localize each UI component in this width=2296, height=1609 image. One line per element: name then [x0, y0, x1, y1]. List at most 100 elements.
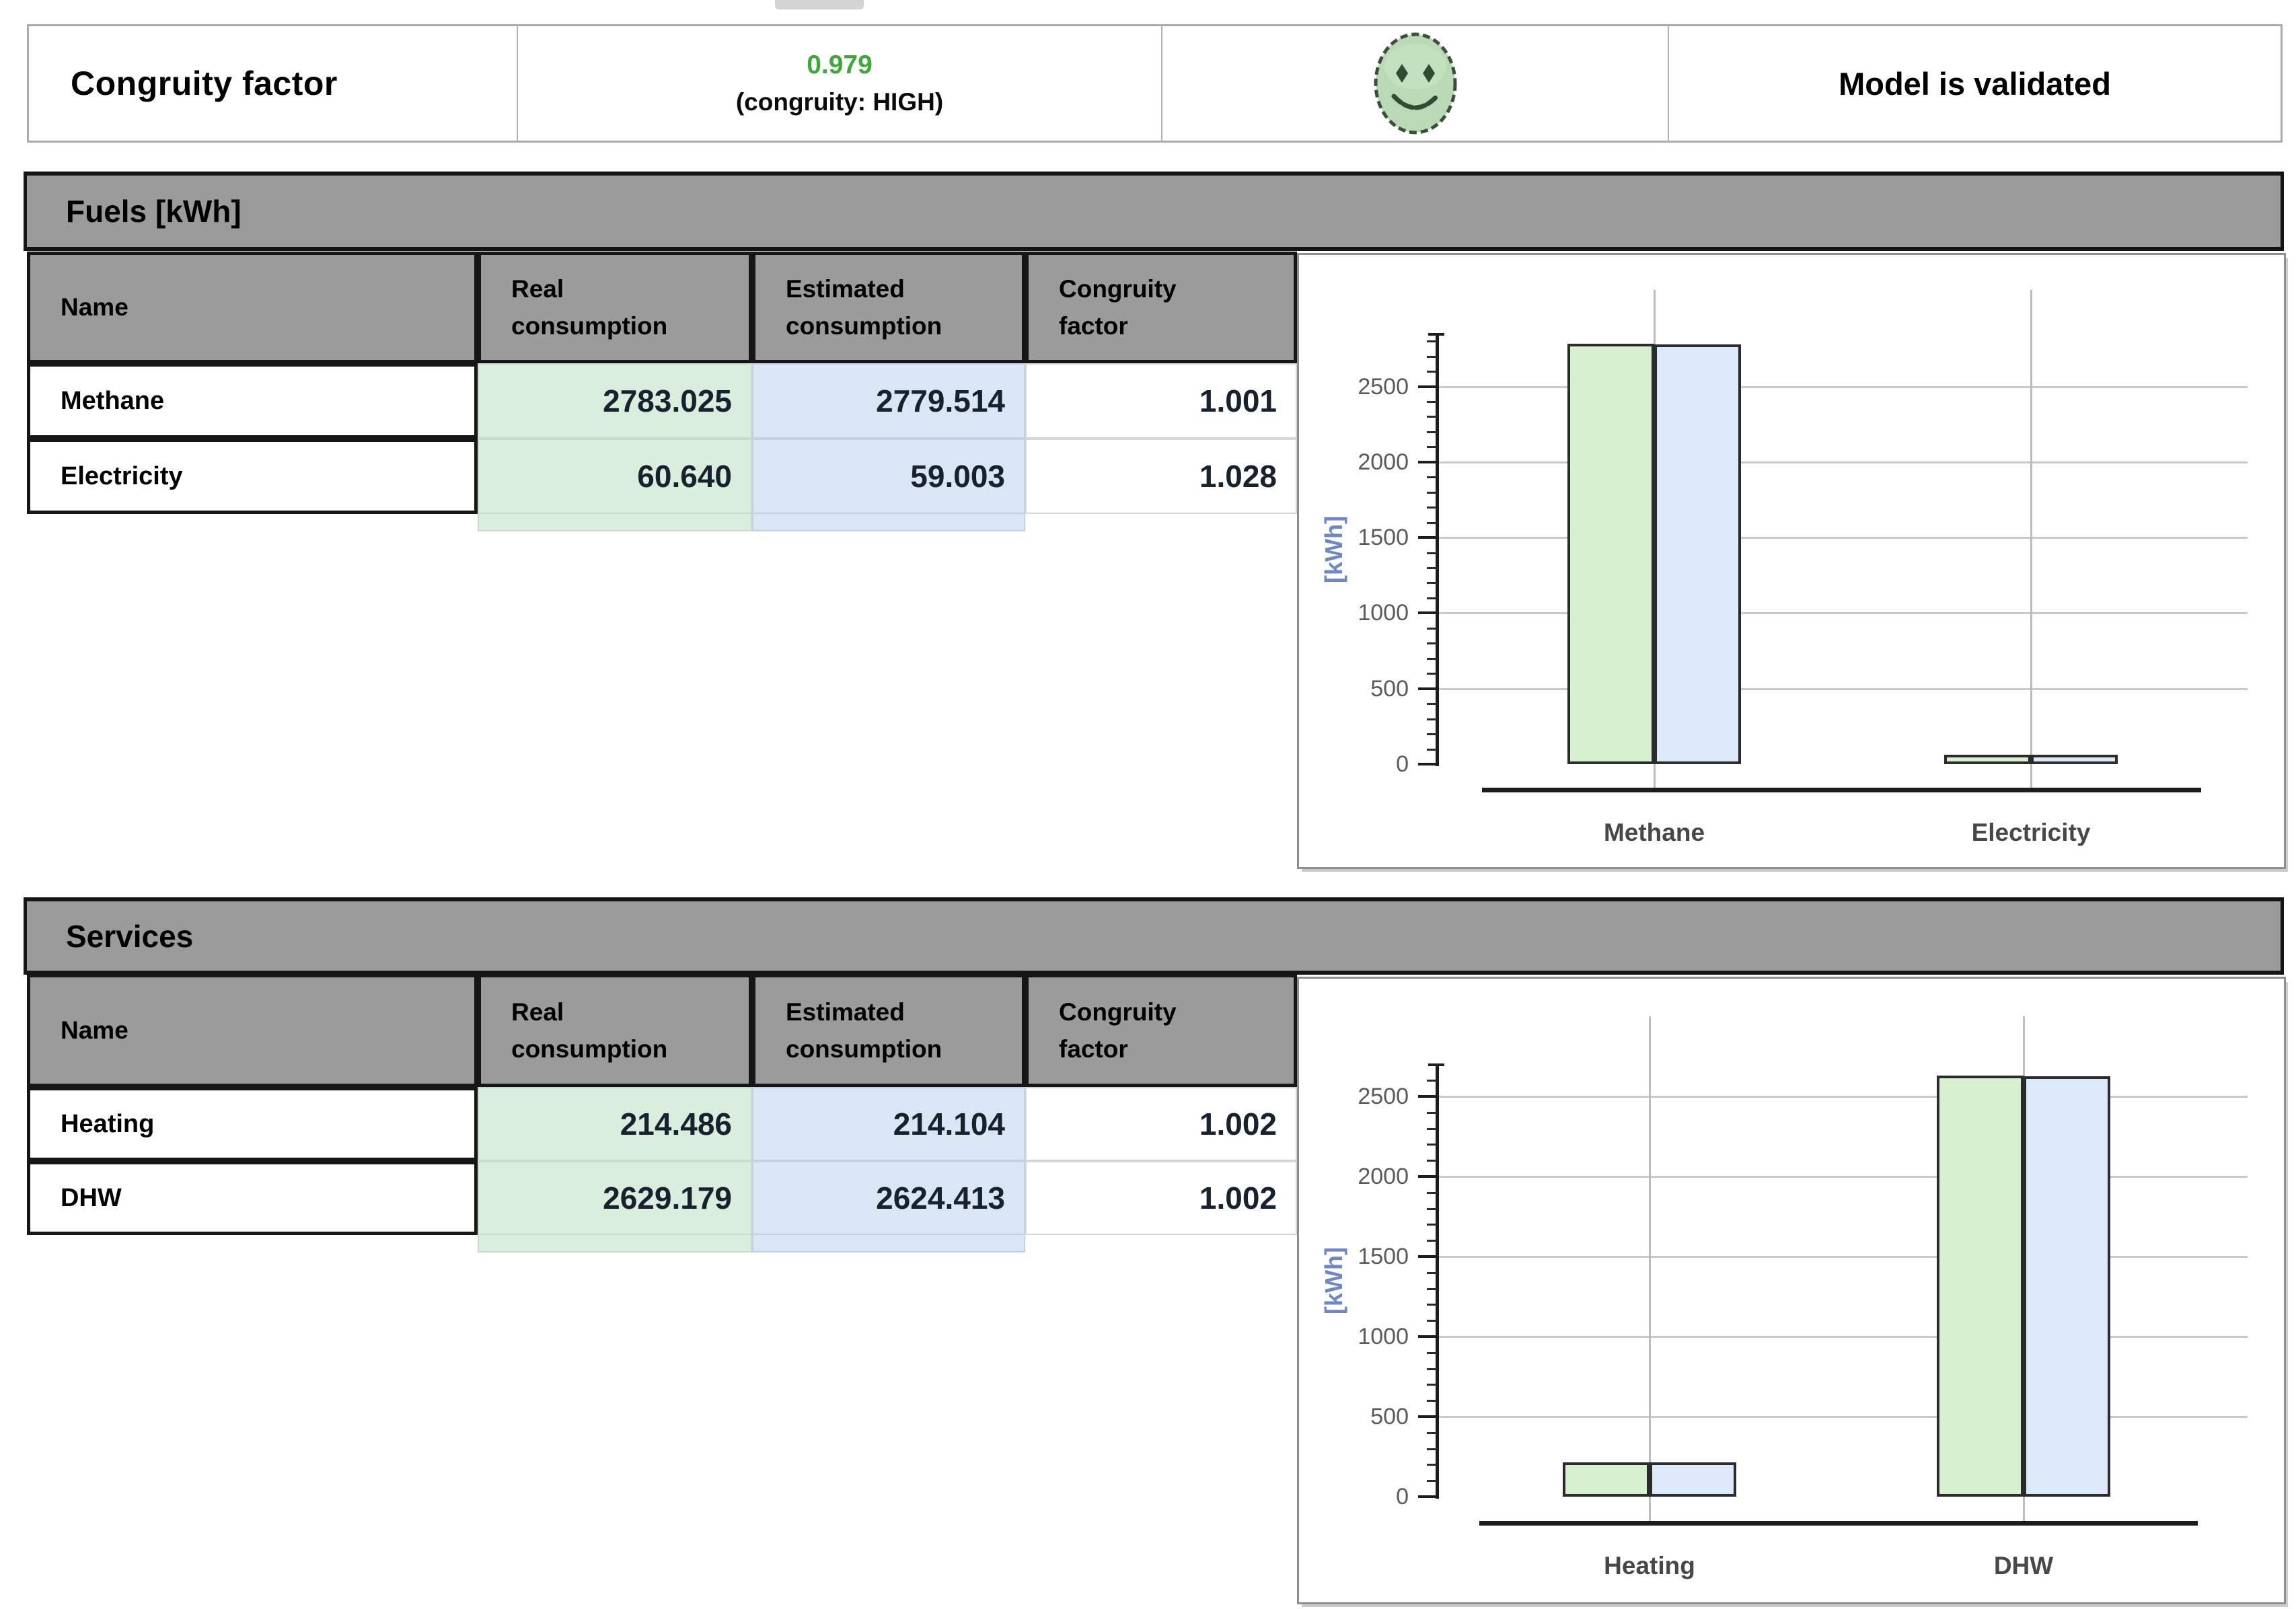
- fuels-row-electricity-factor[interactable]: 1.028: [1025, 439, 1297, 514]
- services-row-dhw-name[interactable]: DHW: [27, 1161, 478, 1235]
- services-row-heating-name[interactable]: Heating: [27, 1087, 478, 1161]
- y-minor-tick: [1427, 1271, 1437, 1274]
- y-minor-tick: [1427, 1480, 1437, 1483]
- services-row-dhw-factor[interactable]: 1.002: [1025, 1161, 1297, 1235]
- congruity-factor-value-cell: 0.979 (congruity: HIGH): [517, 26, 1161, 141]
- y-major-tick-0: [1418, 763, 1437, 765]
- x-axis-line: [1482, 788, 2201, 792]
- y-minor-tick: [1427, 1224, 1437, 1226]
- services-header-congruity-factor[interactable]: Congruity factor: [1025, 974, 1297, 1087]
- y-minor-tick: [1427, 1320, 1437, 1322]
- bar-dhw-real: [1937, 1076, 2024, 1497]
- y-major-tick-2500: [1418, 385, 1437, 388]
- y-minor-tick: [1427, 1431, 1437, 1434]
- y-minor-tick: [1427, 582, 1437, 585]
- fuels-header-estimated-consumption[interactable]: Estimated consumption: [752, 252, 1025, 363]
- y-minor-tick: [1427, 1240, 1437, 1242]
- y-minor-tick: [1427, 657, 1437, 660]
- gridline-2000: [1439, 461, 2248, 463]
- y-minor-tick: [1427, 1191, 1437, 1194]
- y-major-tick-500: [1418, 1415, 1437, 1418]
- services-bar-chart[interactable]: [kWh] 0 500 1000 1500 2000 2500 Heating DHW: [1297, 977, 2286, 1604]
- category-gridline-heating: [1649, 1016, 1651, 1521]
- fuels-section-title: Fuels [kWh]: [24, 172, 2284, 251]
- fuels-row-methane-factor[interactable]: 1.001: [1025, 363, 1297, 439]
- services-header-estimated-consumption[interactable]: Estimated consumption: [752, 974, 1025, 1087]
- smiley-face-icon: [1374, 32, 1456, 135]
- fuels-row-methane-name[interactable]: Methane: [27, 363, 478, 439]
- fuels-table: Name Real consumption Estimated consumpt…: [27, 252, 1297, 531]
- services-row-dhw-estimated[interactable]: 2624.413: [752, 1161, 1025, 1235]
- y-minor-tick: [1427, 1384, 1437, 1386]
- gridline-1500: [1439, 537, 2248, 539]
- bar-electricity-estimated: [2031, 755, 2118, 764]
- header-label: Real consumption: [511, 998, 668, 1063]
- y-tick-label-1000: 1000: [1358, 600, 1409, 626]
- y-major-tick-500: [1418, 687, 1437, 690]
- services-row-dhw-real[interactable]: 2629.179: [478, 1161, 752, 1235]
- fuels-header-name[interactable]: Name: [27, 252, 478, 363]
- gridline-500: [1439, 1416, 2248, 1418]
- y-minor-tick: [1427, 1368, 1437, 1370]
- bar-heating-estimated: [1650, 1462, 1736, 1497]
- y-minor-tick: [1427, 416, 1437, 418]
- y-minor-tick: [1427, 340, 1437, 343]
- y-minor-tick: [1427, 597, 1437, 599]
- header-label: Real consumption: [511, 274, 668, 340]
- y-minor-tick: [1427, 400, 1437, 403]
- y-minor-tick: [1427, 1207, 1437, 1210]
- services-row-heating-factor[interactable]: 1.002: [1025, 1087, 1297, 1161]
- y-tick-label-2500: 2500: [1358, 1084, 1409, 1109]
- table-spacer: [27, 514, 478, 531]
- header-label: Name: [61, 293, 128, 322]
- fuels-row-electricity-estimated[interactable]: 59.003: [752, 439, 1025, 514]
- y-tick-label-1500: 1500: [1358, 1244, 1409, 1269]
- y-minor-tick: [1427, 552, 1437, 554]
- bar-dhw-estimated: [2024, 1076, 2110, 1497]
- y-tick-label-500: 500: [1370, 1404, 1409, 1429]
- services-header-real-consumption[interactable]: Real consumption: [478, 974, 752, 1087]
- y-minor-tick: [1427, 642, 1437, 645]
- blue-column-overflow: [752, 1235, 1025, 1252]
- header-label: Congruity factor: [1059, 274, 1177, 340]
- services-row-heating-estimated[interactable]: 214.104: [752, 1087, 1025, 1161]
- services-table: Name Real consumption Estimated consumpt…: [27, 974, 1297, 1252]
- services-header-name[interactable]: Name: [27, 974, 478, 1087]
- fuels-header-congruity-factor[interactable]: Congruity factor: [1025, 252, 1297, 363]
- y-major-tick-1500: [1418, 536, 1437, 539]
- fuels-row-methane-real[interactable]: 2783.025: [478, 363, 752, 439]
- green-column-overflow: [478, 1235, 752, 1252]
- y-minor-tick: [1427, 1127, 1437, 1130]
- y-minor-tick: [1427, 1464, 1437, 1466]
- table-spacer: [1025, 1235, 1297, 1252]
- y-tick-label-500: 500: [1370, 675, 1409, 702]
- fuels-row-methane-estimated[interactable]: 2779.514: [752, 363, 1025, 439]
- congruity-factor-value: 0.979: [807, 50, 873, 79]
- y-tick-label-1000: 1000: [1358, 1324, 1409, 1349]
- green-column-overflow: [478, 514, 752, 531]
- y-minor-tick: [1427, 1287, 1437, 1290]
- y-major-tick-2000: [1418, 1175, 1437, 1178]
- fuels-row-electricity-name[interactable]: Electricity: [27, 439, 478, 514]
- fuels-header-real-consumption[interactable]: Real consumption: [478, 252, 752, 363]
- y-tick-label-2000: 2000: [1358, 449, 1409, 475]
- y-minor-tick: [1427, 718, 1437, 720]
- y-major-tick-1000: [1418, 611, 1437, 615]
- y-minor-tick: [1427, 521, 1437, 524]
- y-minor-tick: [1427, 431, 1437, 433]
- y-tick-label-0: 0: [1396, 751, 1409, 777]
- fuels-row-electricity-real[interactable]: 60.640: [478, 439, 752, 514]
- header-label: Estimated consumption: [786, 274, 942, 340]
- y-axis-line: [1436, 334, 1439, 766]
- y-major-tick-1000: [1418, 1335, 1437, 1338]
- y-minor-tick: [1427, 1111, 1437, 1114]
- y-major-tick-0: [1418, 1495, 1437, 1498]
- bar-methane-estimated: [1654, 344, 1741, 764]
- services-row-heating-real[interactable]: 214.486: [478, 1087, 752, 1161]
- y-minor-tick: [1427, 1160, 1437, 1162]
- fuels-bar-chart[interactable]: [kWh] 0 500 1000 1500 2000 2500 Methane Electric…: [1297, 253, 2286, 869]
- y-minor-tick: [1427, 446, 1437, 449]
- y-minor-tick: [1427, 673, 1437, 675]
- gridline-2000: [1439, 1176, 2248, 1178]
